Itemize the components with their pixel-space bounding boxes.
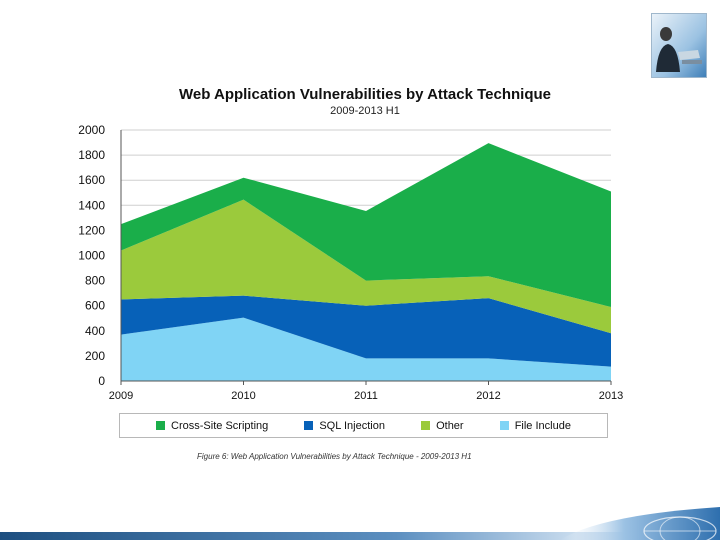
axes (120, 130, 612, 385)
legend-label: Cross-Site Scripting (171, 419, 269, 432)
stacked-area-chart: 0 200 400 600 800 1000 1200 1400 1600 1800 2000 20… (78, 123, 623, 402)
y-tick-label: 600 (85, 299, 105, 313)
footer-bar (0, 532, 720, 540)
x-tick-label: 2010 (231, 390, 255, 402)
legend-item-other: Other (421, 420, 464, 432)
chart-title: Web Application Vulnerabilities by Attac… (178, 86, 551, 103)
legend-item-cross-site-scripting: Cross-Site Scripting (156, 420, 268, 432)
legend-swatch (304, 421, 314, 430)
legend-label: SQL Injection (319, 419, 385, 432)
person-at-computer-image (652, 14, 706, 77)
legend-swatch (499, 421, 509, 430)
legend-item-sql-injection: SQL Injection (304, 420, 385, 432)
footer-decoration (560, 505, 720, 540)
y-tick-label: 1200 (78, 223, 105, 237)
area-sql-injection (121, 295, 611, 367)
legend-label: Other (436, 419, 464, 432)
x-tick-labels: 2009 2010 2011 2012 2013 (109, 390, 623, 402)
x-tick-label: 2009 (109, 390, 133, 402)
y-tick-label: 1600 (78, 173, 105, 187)
x-tick-label: 2012 (476, 390, 500, 402)
legend-item-file-include: File Include (499, 419, 571, 432)
area-other (121, 199, 611, 334)
y-tick-label: 0 (98, 374, 105, 388)
header-photo (651, 13, 707, 78)
figure-caption: Figure 6: Web Application Vulnerabilitie… (197, 452, 472, 461)
y-tick-label: 800 (85, 274, 105, 288)
series-areas (121, 143, 611, 381)
area-cross-site-scripting (121, 143, 611, 307)
y-tick-label: 1000 (78, 249, 105, 263)
legend-label: File Include (514, 419, 571, 432)
chart-subtitle: 2009-2013 H1 (330, 105, 400, 117)
area-file-include (121, 317, 611, 381)
y-tick-label: 200 (85, 349, 105, 363)
y-tick-label: 1800 (78, 148, 105, 162)
y-tick-label: 400 (85, 324, 105, 338)
y-tick-label: 2000 (78, 123, 105, 137)
x-tick-label: 2011 (354, 390, 378, 402)
legend-swatch (421, 421, 431, 430)
y-tick-label: 1400 (78, 198, 105, 212)
chart-legend: Cross-Site Scripting SQL Injection Other… (119, 413, 608, 438)
y-tick-labels: 0 200 400 600 800 1000 1200 1400 1600 1800 2000 (78, 123, 105, 388)
x-tick-label: 2013 (599, 390, 623, 402)
legend-swatch (156, 421, 166, 430)
globe-graphic-image (560, 507, 720, 540)
